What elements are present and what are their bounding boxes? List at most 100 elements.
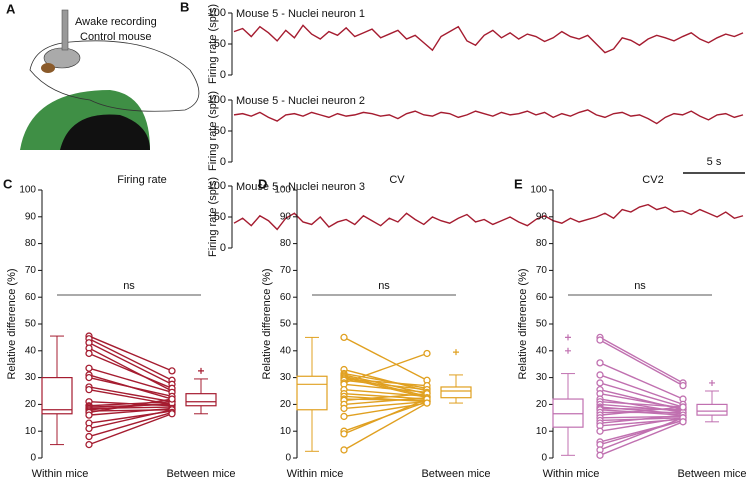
pair-point — [423, 399, 431, 407]
y-tick-label: 90 — [280, 211, 292, 222]
y-axis-label: Firing rate (sp/s) — [207, 177, 219, 257]
pair-line — [88, 367, 173, 394]
y-tick-label: 80 — [536, 238, 548, 249]
outlier — [565, 334, 571, 341]
outlier — [565, 347, 571, 354]
chart-title: Firing rate — [117, 174, 167, 186]
outlier — [709, 379, 715, 386]
y-tick-label: 30 — [25, 372, 37, 383]
pair-line — [599, 419, 684, 446]
pair-line — [599, 421, 684, 456]
outlier — [198, 367, 204, 374]
pair-line — [343, 392, 428, 402]
x-tick-label: Within mice — [543, 468, 600, 480]
y-tick-label: 0 — [220, 156, 226, 168]
pair-line — [343, 398, 428, 435]
pair-line — [343, 352, 428, 384]
y-tick-label: 0 — [220, 69, 226, 81]
pair-point — [85, 364, 93, 372]
trace — [233, 203, 744, 231]
pair-line — [343, 402, 428, 451]
pair-point — [168, 367, 176, 375]
pair-line — [599, 362, 684, 400]
y-tick-label: 30 — [536, 372, 548, 383]
x-tick-label: Between mice — [421, 468, 490, 480]
pair-point — [340, 404, 348, 413]
pair-point — [85, 373, 93, 382]
panel-label: D — [258, 176, 267, 191]
y-tick-label: 90 — [536, 211, 548, 222]
pair-point — [679, 403, 687, 411]
pair-point — [85, 432, 93, 441]
pair-point — [340, 446, 348, 454]
box — [440, 386, 472, 399]
box — [185, 393, 217, 407]
pair-point — [85, 411, 93, 419]
pair-line — [599, 407, 684, 411]
scale-bar-label: 5 s — [707, 156, 722, 168]
y-tick-label: 50 — [280, 319, 292, 330]
pair-line — [88, 352, 173, 389]
pair-line — [88, 386, 173, 403]
pair-line — [599, 374, 684, 406]
y-tick-label: 20 — [536, 399, 548, 410]
y-tick-label: 100 — [208, 94, 226, 106]
significance-label: ns — [378, 280, 390, 292]
y-tick-label: 50 — [214, 125, 226, 137]
x-tick-label: Between mice — [677, 468, 746, 480]
significance-label: ns — [123, 280, 135, 292]
pair-line — [599, 382, 684, 408]
y-tick-label: 40 — [536, 345, 548, 356]
pair-line — [88, 338, 173, 381]
trace-title: Mouse 5 - Nuclei neuron 3 — [236, 181, 365, 193]
y-axis-label: Relative difference (%) — [6, 268, 18, 379]
trace — [233, 109, 744, 125]
pair-point — [85, 440, 93, 449]
y-tick-label: 60 — [25, 292, 37, 303]
pair-point — [596, 379, 604, 387]
y-tick-label: 10 — [280, 426, 292, 437]
illustration: A Awake recording Control mouse — [6, 1, 200, 150]
y-tick-label: 0 — [30, 453, 36, 464]
y-tick-label: 20 — [280, 399, 292, 410]
y-tick-label: 0 — [285, 453, 291, 464]
box — [552, 398, 584, 428]
y-tick-label: 10 — [25, 426, 37, 437]
pair-line — [88, 376, 173, 398]
y-tick-label: 80 — [25, 238, 37, 249]
y-tick-label: 40 — [25, 345, 37, 356]
chart-title: CV — [389, 174, 405, 186]
pair-line — [88, 407, 173, 416]
significance-label: ns — [634, 280, 646, 292]
box — [296, 375, 328, 411]
outlier — [453, 349, 459, 356]
pair-line — [88, 347, 173, 392]
mouse-body — [29, 40, 200, 112]
pair-point — [423, 349, 431, 358]
pair-line — [343, 383, 428, 394]
box — [41, 377, 73, 415]
x-tick-label: Within mice — [32, 468, 89, 480]
y-tick-label: 60 — [280, 292, 292, 303]
pair-line — [599, 401, 684, 408]
pair-point — [596, 371, 604, 379]
panel-label: E — [514, 176, 523, 191]
chart-title: CV2 — [642, 174, 663, 186]
pair-line — [599, 417, 684, 451]
pair-line — [88, 342, 173, 385]
y-tick-label: 0 — [220, 242, 226, 254]
panel-label: A — [6, 1, 16, 16]
y-tick-label: 100 — [208, 180, 226, 192]
pair-line — [343, 336, 428, 381]
pair-line — [599, 414, 684, 424]
pair-line — [88, 335, 173, 372]
pair-point — [85, 349, 93, 358]
trace-title: Mouse 5 - Nuclei neuron 1 — [236, 8, 365, 20]
pair-line — [343, 378, 428, 387]
pair-point — [596, 451, 604, 459]
pair-line — [343, 397, 428, 406]
y-tick-label: 100 — [208, 7, 226, 19]
pair-line — [88, 411, 173, 438]
y-tick-label: 20 — [25, 399, 37, 410]
